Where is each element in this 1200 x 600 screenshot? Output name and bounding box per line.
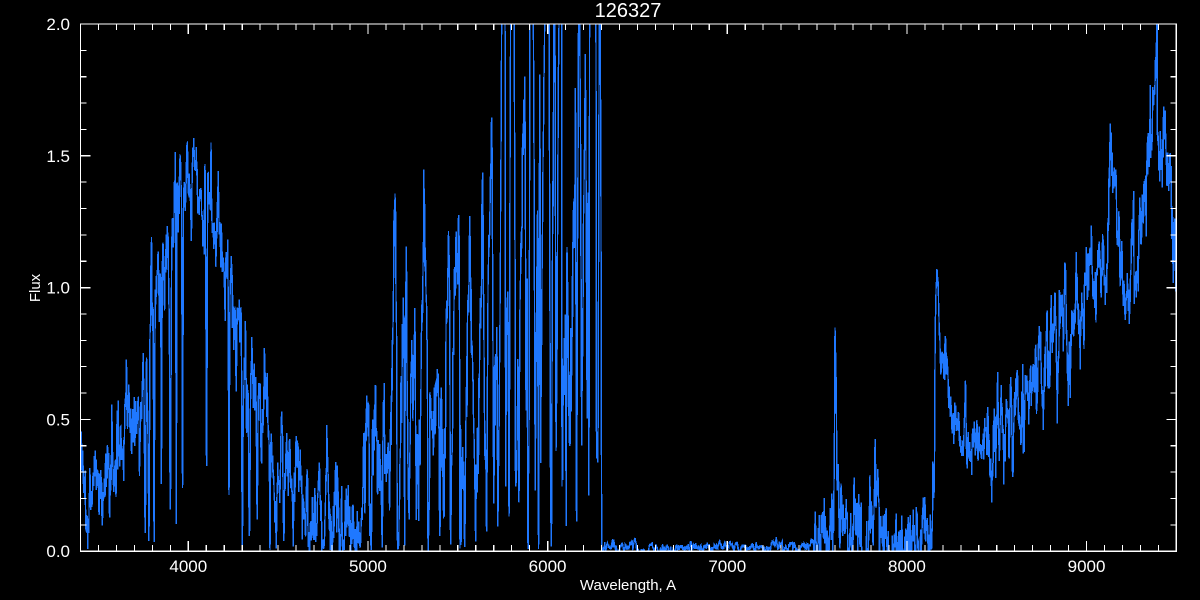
svg-text:6000: 6000	[529, 557, 567, 576]
svg-text:0.5: 0.5	[46, 410, 70, 429]
svg-text:Wavelength, A: Wavelength, A	[580, 577, 676, 594]
svg-text:2.0: 2.0	[46, 15, 70, 34]
svg-text:Flux: Flux	[27, 273, 44, 302]
svg-text:9000: 9000	[1068, 557, 1106, 576]
svg-text:0.0: 0.0	[46, 542, 70, 561]
svg-text:126327: 126327	[595, 0, 662, 22]
svg-text:4000: 4000	[169, 557, 207, 576]
svg-text:7000: 7000	[708, 557, 746, 576]
svg-text:8000: 8000	[888, 557, 926, 576]
svg-text:5000: 5000	[349, 557, 387, 576]
svg-text:1.5: 1.5	[46, 147, 70, 166]
svg-text:1.0: 1.0	[46, 279, 70, 298]
